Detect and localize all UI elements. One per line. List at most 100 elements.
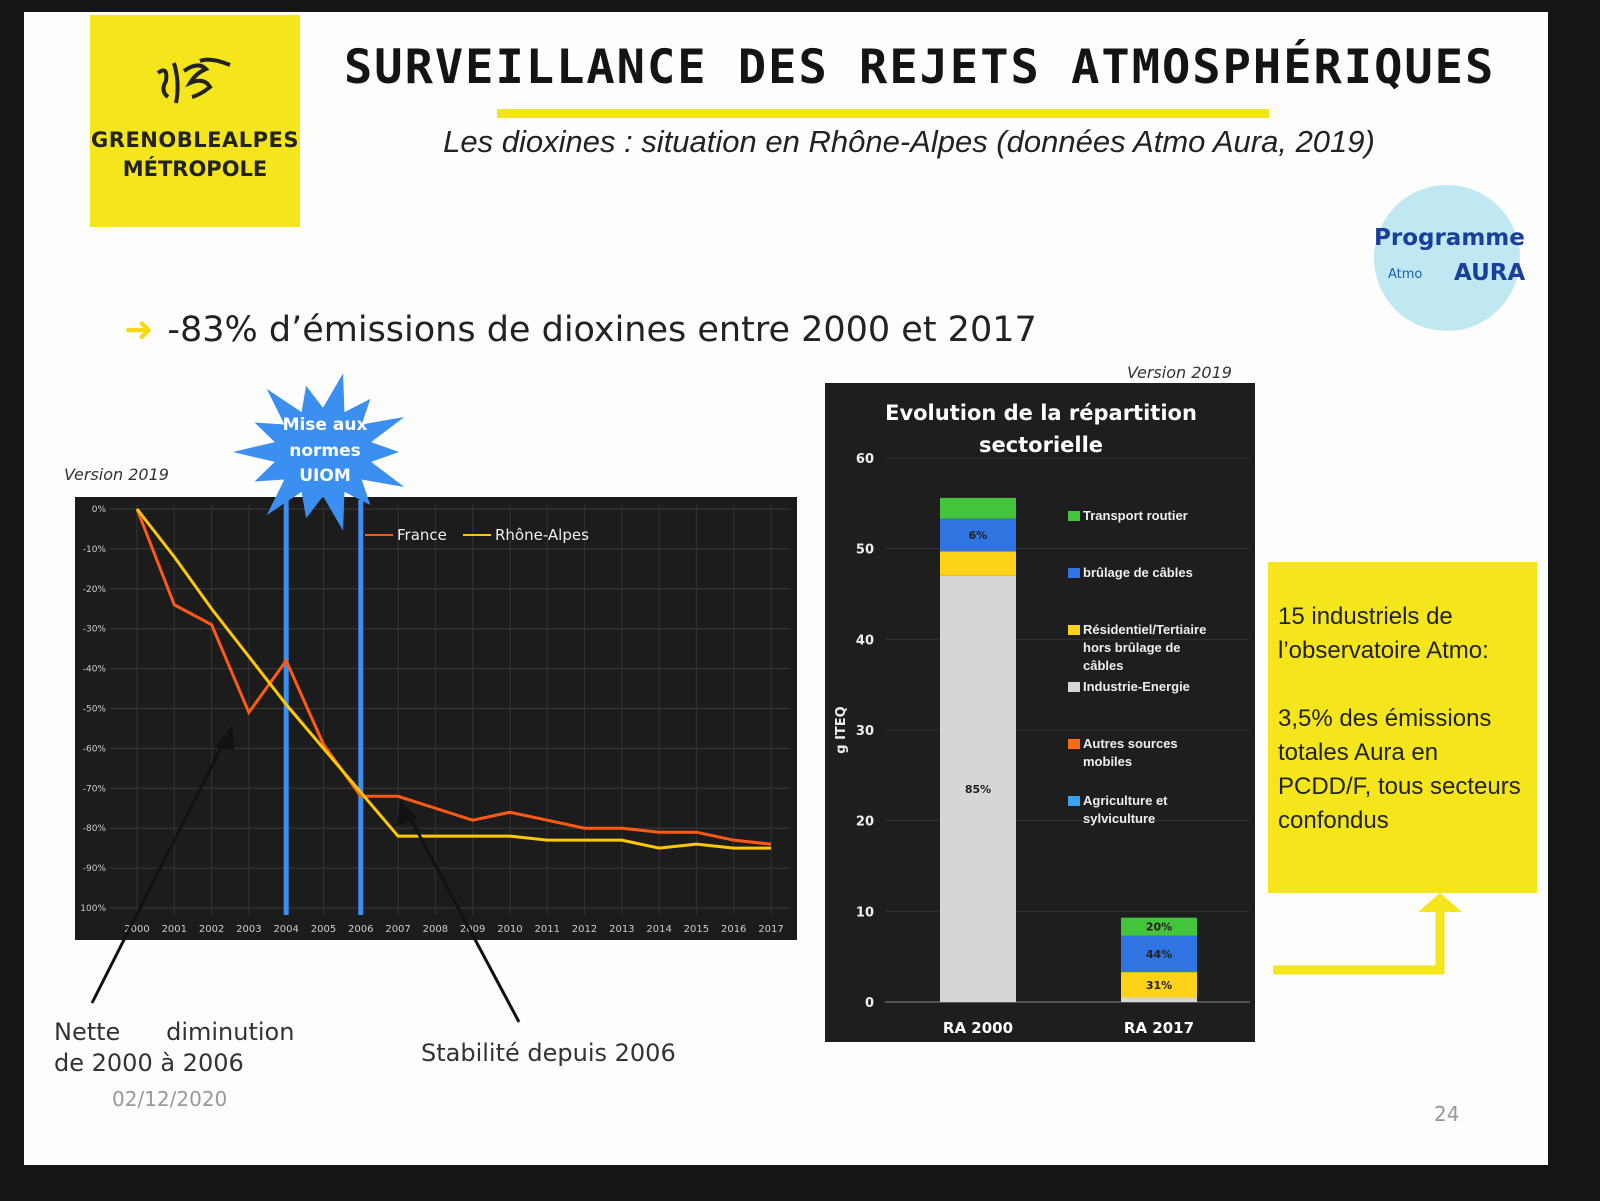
bar-segment — [1121, 972, 1197, 998]
y-tick-label: 0 — [865, 996, 874, 1011]
line-chart-version: Version 2019 — [64, 465, 169, 484]
bar-chart: Evolution de la répartition sectorielle 0 1… — [825, 383, 1255, 1042]
legend-label: brûlage de câbles — [1083, 565, 1193, 580]
slide-subtitle: Les dioxines : situation en Rhône-Alpes … — [443, 124, 1375, 159]
bar-segment — [940, 497, 1016, 519]
x-tick-label: 2017 — [758, 924, 783, 935]
bar-segment-label: 31% — [1146, 979, 1172, 992]
line-chart-background — [75, 497, 797, 940]
bar-chart-title-line2: sectorielle — [979, 433, 1103, 457]
key-figure-text: -83% d’émissions de dioxines entre 2000 … — [167, 310, 1037, 350]
x-tick-label: 2010 — [497, 924, 522, 935]
x-tick-label: 2013 — [609, 924, 634, 935]
y-tick-label: 30 — [856, 724, 874, 739]
y-tick-label: -60% — [83, 744, 107, 754]
legend-label: Autres sources — [1083, 736, 1178, 751]
y-tick-label: 0% — [92, 505, 107, 515]
legend-label: Industrie-Energie — [1083, 679, 1190, 694]
x-tick-label: 2002 — [199, 924, 224, 935]
footer-date: 02/12/2020 — [112, 1087, 228, 1111]
y-tick-label: 10 — [856, 905, 874, 920]
connector-arrow — [1273, 905, 1445, 975]
y-tick-label: 20 — [856, 815, 874, 830]
annotation-arrows — [90, 726, 1462, 1023]
annotation-stabilite: Stabilité depuis 2006 — [421, 1039, 676, 1067]
bar-segment — [940, 575, 1016, 1002]
bar-segment-label: 44% — [1146, 948, 1172, 961]
legend-swatch — [1068, 625, 1080, 635]
badge-atmo: Atmo — [1388, 267, 1423, 282]
x-tick-label: 2005 — [311, 924, 336, 935]
legend-label: Transport routier — [1083, 508, 1188, 523]
key-figure: ➜ -83% d’émissions de dioxines entre 2000… — [124, 310, 1037, 350]
bar-chart-version: Version 2019 — [1127, 363, 1232, 382]
title-underline — [497, 109, 1269, 118]
arrowhead — [214, 726, 234, 750]
badge-aura: AURA — [1454, 260, 1526, 286]
starburst-text: UIOM — [299, 466, 351, 486]
legend-label-cont: câbles — [1083, 658, 1123, 673]
x-tick-label: 2016 — [721, 924, 746, 935]
y-tick-label: -10% — [83, 545, 107, 555]
category-label: RA 2000 — [943, 1019, 1013, 1037]
series-line-france — [135, 508, 772, 846]
arrow-right-icon: ➜ — [124, 310, 154, 350]
legend-swatch — [1068, 682, 1080, 692]
info-p1: 15 industriels de l’observatoire Atmo: — [1278, 603, 1489, 664]
legend-label-cont: hors brûlage de — [1083, 640, 1181, 655]
bar-segment — [1121, 917, 1197, 936]
programme-atmo-badge: Programme Atmo AURA — [1374, 185, 1525, 331]
legend-label-cont: sylviculture — [1083, 811, 1155, 826]
x-tick-label: 2000 — [124, 924, 149, 935]
x-tick-label: 2006 — [348, 924, 373, 935]
legend-label: Résidentiel/Tertiaire — [1083, 622, 1206, 637]
bar-chart-title-line1: Evolution de la répartition — [885, 401, 1197, 425]
y-tick-label: 40 — [856, 633, 874, 648]
x-tick-label: 2003 — [236, 924, 261, 935]
x-tick-label: 2014 — [646, 924, 671, 935]
legend-label: Agriculture et — [1083, 793, 1168, 808]
connector-arrowhead — [1418, 893, 1462, 912]
legend-swatch — [1068, 796, 1080, 806]
arrow-stabilite — [405, 811, 521, 1023]
y-tick-label: -80% — [83, 824, 107, 834]
y-tick-label: 60 — [856, 452, 874, 467]
bar-segment — [1121, 997, 1197, 1002]
y-tick-label: -40% — [83, 665, 107, 675]
logo-line1: GRENOBLEALPES — [91, 128, 299, 152]
x-tick-label: 2001 — [162, 924, 187, 935]
series-line-rhone-alpes — [135, 508, 771, 850]
bar-segment — [940, 551, 1016, 576]
y-tick-label: -20% — [83, 585, 107, 595]
legend-swatch — [1068, 739, 1080, 749]
starburst-text: normes — [289, 441, 361, 461]
page-number: 24 — [1434, 1102, 1460, 1126]
starburst-text: Mise aux — [283, 415, 368, 435]
legend-label: Rhône-Alpes — [495, 526, 589, 544]
annotation-diminution: Nette diminution de 2000 à 2006 — [54, 1018, 295, 1077]
badge-programme: Programme — [1374, 225, 1525, 251]
grenoble-alpes-logo: GRENOBLEALPES MÉTROPOLE — [90, 15, 300, 227]
bar-segment-label: 20% — [1146, 921, 1172, 934]
bar-segment — [940, 518, 1016, 552]
legend-label-cont: mobiles — [1083, 754, 1132, 769]
legend-label: France — [397, 526, 447, 544]
info-p2: 3,5% des émissions totales Aura en PCDD/… — [1278, 705, 1521, 834]
x-tick-label: 2015 — [684, 924, 709, 935]
bar-segment — [1121, 935, 1197, 973]
logo-mark-icon — [156, 57, 231, 104]
x-tick-label: 2009 — [460, 924, 485, 935]
observatoire-info-box: 15 industriels de l’observatoire Atmo: 3… — [1268, 562, 1537, 893]
y-tick-label: -50% — [83, 705, 107, 715]
starburst-callout — [232, 373, 405, 531]
y-axis-label: g ITEQ — [834, 706, 849, 753]
x-tick-label: 2007 — [385, 924, 410, 935]
bar-segment-label: 6% — [969, 529, 988, 542]
y-tick-label: -90% — [83, 864, 107, 874]
x-tick-label: 2008 — [423, 924, 448, 935]
arrow-diminution — [90, 737, 228, 1004]
y-tick-label: 50 — [856, 543, 874, 558]
legend-swatch — [1068, 511, 1080, 521]
bar-segment-label: 85% — [965, 783, 991, 796]
